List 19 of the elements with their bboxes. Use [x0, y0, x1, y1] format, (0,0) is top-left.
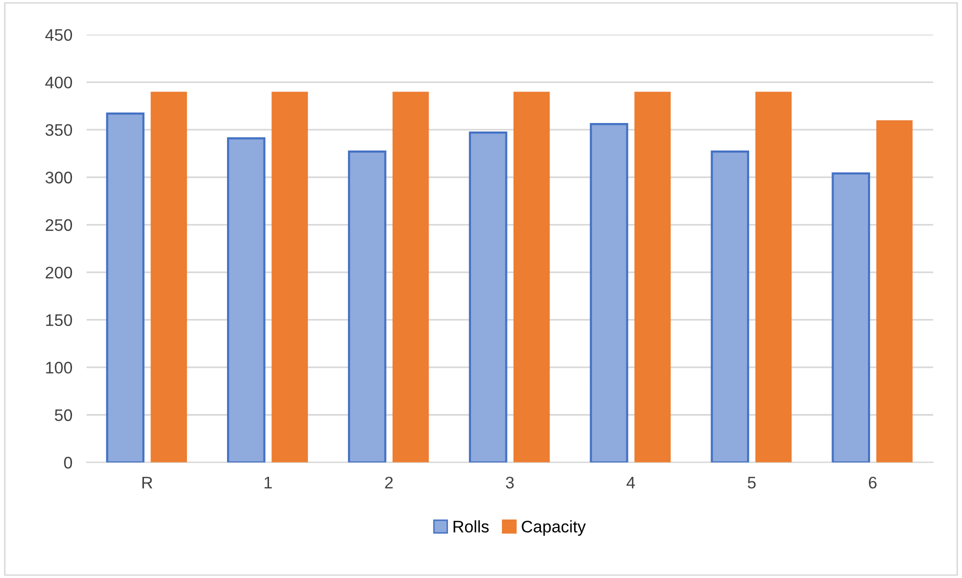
x-tick-label: 4 — [626, 476, 635, 488]
x-tick-label: 2 — [385, 476, 393, 488]
y-tick-label: 300 — [46, 172, 72, 184]
y-tick-label: 250 — [46, 219, 72, 231]
x-tick-label: 6 — [868, 476, 877, 489]
y-tick-label: 0 — [64, 456, 72, 469]
x-tick-label: 5 — [748, 476, 756, 489]
y-tick-label: 50 — [54, 409, 72, 422]
y-tick-label: 150 — [46, 314, 72, 326]
x-tick-label: R — [142, 476, 152, 488]
y-tick-label: 350 — [46, 124, 72, 136]
y-tick-label: 100 — [46, 362, 72, 374]
legend-label: Capacity — [522, 520, 586, 536]
x-tick-label: 1 — [264, 476, 272, 488]
y-tick-label: 200 — [46, 266, 72, 279]
y-tick-label: 400 — [45, 76, 72, 88]
y-tick-label: 450 — [45, 29, 72, 41]
legend-label: Rolls — [454, 520, 489, 533]
x-tick-label: 3 — [506, 476, 514, 489]
